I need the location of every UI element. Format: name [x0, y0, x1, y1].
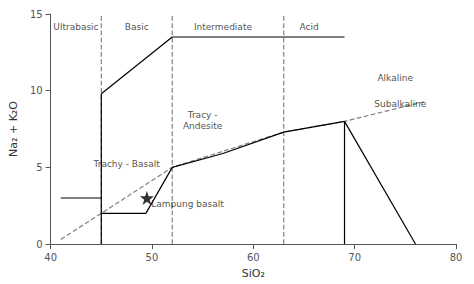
svg-text:80: 80: [450, 252, 463, 263]
svg-text:60: 60: [247, 252, 260, 263]
svg-text:0: 0: [36, 239, 42, 250]
svg-text:Subalkaline: Subalkaline: [374, 99, 426, 109]
svg-text:Na₂ + K₂O: Na₂ + K₂O: [7, 101, 20, 157]
svg-text:Tracy -: Tracy -: [187, 110, 218, 120]
svg-text:5: 5: [36, 162, 42, 173]
svg-text:70: 70: [348, 252, 361, 263]
svg-text:Trachy - Basalt: Trachy - Basalt: [92, 159, 160, 169]
svg-text:10: 10: [30, 85, 43, 96]
svg-text:40: 40: [44, 252, 57, 263]
svg-text:Alkaline: Alkaline: [377, 73, 413, 83]
svg-text:15: 15: [30, 9, 43, 20]
svg-text:50: 50: [146, 252, 159, 263]
svg-text:Andesite: Andesite: [183, 121, 223, 131]
svg-text:Basic: Basic: [125, 22, 149, 32]
svg-text:Acid: Acid: [299, 22, 318, 32]
svg-text:SiO₂: SiO₂: [242, 267, 265, 280]
svg-text:Ultrabasic: Ultrabasic: [53, 22, 98, 32]
svg-text:Intermediate: Intermediate: [194, 22, 253, 32]
svg-text:Lampung basalt: Lampung basalt: [151, 199, 224, 209]
